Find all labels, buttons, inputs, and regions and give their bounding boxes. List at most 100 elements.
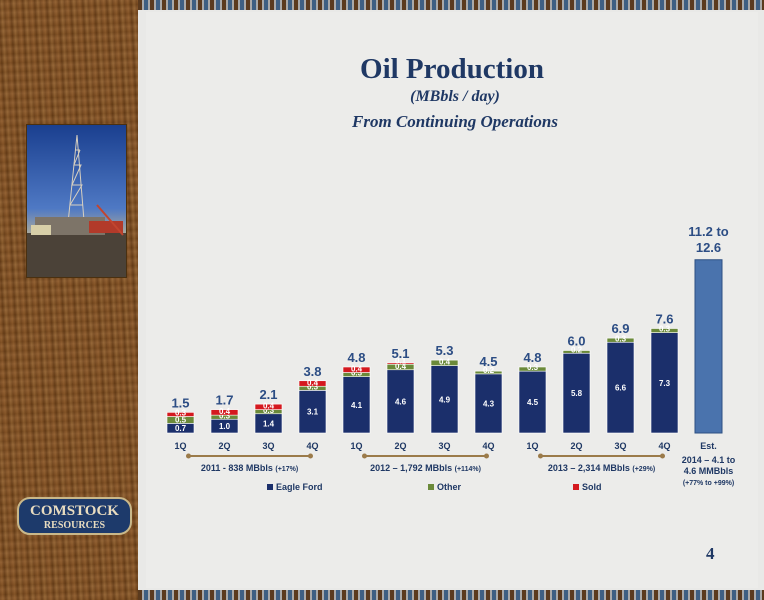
legend-swatch-other (428, 484, 434, 490)
bar-total-label: 1.5 (171, 395, 189, 410)
bar-segment-eagle-ford (562, 352, 591, 434)
x-tick-label: Est. (700, 441, 717, 451)
x-tick-label: 2Q (570, 441, 582, 451)
chart-subtitle: From Continuing Operations (352, 112, 558, 131)
segment-value-label: 0.4 (439, 358, 451, 367)
bar-segment-other (650, 328, 679, 333)
bar-segment-sold (386, 362, 415, 365)
bar-segment-other (606, 337, 635, 343)
segment-value-label: 0.3 (263, 406, 275, 415)
bar-segment-eagle-ford (650, 332, 679, 434)
bar-total-label: 6.0 (567, 334, 585, 349)
bar-estimate (694, 259, 723, 434)
bar-total-label: 4.5 (479, 354, 497, 369)
segment-value-label: 0.4 (219, 407, 231, 416)
estimate-note-line: (+77% to +99%) (683, 480, 734, 487)
bar-segment-other (474, 370, 503, 375)
bar-segment-eagle-ford (342, 376, 371, 434)
logo-line-1: COMSTOCK (30, 503, 119, 519)
segment-value-label: 0.4 (263, 402, 275, 411)
timeline-end-dot (484, 453, 489, 459)
bar-total-label: 12.6 (696, 240, 721, 255)
comstock-logo: COMSTOCK RESOURCES (17, 497, 132, 535)
bar-total-label: 5.3 (435, 343, 453, 358)
year-group-label: 2011 - 838 MBbls (+17%) (201, 463, 298, 473)
x-tick-label: 1Q (174, 441, 186, 451)
x-tick-label: 4Q (658, 441, 670, 451)
bottom-border (138, 590, 764, 600)
segment-value-label: 0.4 (351, 365, 363, 374)
segment-value-label: 0.7 (175, 424, 187, 433)
segment-value-label: 0.4 (395, 362, 407, 371)
segment-value-label: 0.4 (307, 378, 319, 387)
chart-units: (MBbls / day) (410, 88, 500, 105)
segment-value-label: 4.1 (351, 401, 363, 410)
bar-segment-eagle-ford (298, 390, 327, 434)
segment-value-label: 0.2 (571, 345, 583, 354)
timeline-end-dot (362, 453, 367, 459)
year-group-label: 2012 – 1,792 MBbls (+114%) (370, 463, 481, 473)
segment-value-label: 0.3 (659, 325, 671, 334)
x-tick-label: 3Q (262, 441, 274, 451)
x-tick-label: 2Q (218, 441, 230, 451)
year-group-label: 2013 – 2,314 MBbls (+29%) (548, 463, 655, 473)
legend-label-sold: Sold (582, 482, 602, 492)
segment-value-label: 5.8 (571, 389, 583, 398)
drilling-rig-photo (26, 124, 127, 278)
x-tick-label: 3Q (614, 441, 626, 451)
legend-label-eagle-ford: Eagle Ford (276, 482, 323, 492)
timeline-end-dot (538, 453, 543, 459)
segment-value-label: 4.5 (527, 398, 539, 407)
estimate-note-line: 2014 – 4.1 to (682, 455, 736, 465)
bar-segment-sold (254, 403, 283, 410)
segment-value-label: 1.0 (219, 422, 231, 431)
bar-segment-eagle-ford (606, 341, 635, 434)
year-group-change: (+29%) (632, 466, 655, 473)
bar-segment-sold (166, 412, 195, 417)
bar-total-label: 4.8 (347, 350, 365, 365)
legend-swatch-sold (573, 484, 579, 490)
bar-total-label: 7.6 (655, 312, 673, 327)
segment-value-label: 0.3 (615, 334, 627, 343)
segment-value-label: 0.1 (395, 356, 407, 365)
year-group-change: (+114%) (455, 466, 481, 473)
bar-segment-other (562, 350, 591, 354)
bar-segment-sold (298, 380, 327, 387)
segment-value-label: 0.3 (175, 409, 187, 418)
bar-segment-sold (210, 409, 239, 416)
logo-line-2: RESOURCES (44, 520, 106, 531)
x-tick-label: 4Q (306, 441, 318, 451)
segment-value-label: 0.2 (483, 366, 495, 375)
x-tick-label: 1Q (350, 441, 362, 451)
bar-segment-other (430, 359, 459, 366)
segment-value-label: 0.3 (351, 369, 363, 378)
bar-total-label: 4.8 (523, 350, 541, 365)
page-number: 4 (706, 544, 715, 563)
x-tick-label: 3Q (438, 441, 450, 451)
bar-segment-eagle-ford (386, 369, 415, 434)
segment-value-label: 4.9 (439, 395, 451, 404)
x-tick-label: 4Q (482, 441, 494, 451)
segment-value-label: 0.3 (307, 382, 319, 391)
legend-swatch-eagle-ford (267, 484, 273, 490)
x-tick-label: 1Q (526, 441, 538, 451)
estimate-note-line: 4.6 MMBbls (684, 466, 734, 476)
segment-value-label: 0.3 (219, 411, 231, 420)
content-area (146, 12, 758, 588)
timeline-end-dot (660, 453, 665, 459)
year-group-change: (+17%) (275, 466, 298, 473)
bar-total-label: 11.2 to (688, 224, 729, 239)
segment-value-label: 1.4 (263, 419, 275, 428)
bar-total-label: 5.1 (391, 346, 409, 361)
segment-value-label: 7.3 (659, 379, 671, 388)
timeline-end-dot (308, 453, 313, 459)
x-tick-label: 2Q (394, 441, 406, 451)
segment-value-label: 0.5 (175, 415, 187, 424)
bar-segment-eagle-ford (518, 370, 547, 434)
top-border (138, 0, 764, 10)
segment-value-label: 3.1 (307, 408, 319, 417)
bar-total-label: 3.8 (303, 364, 321, 379)
segment-value-label: 0.3 (527, 363, 539, 372)
